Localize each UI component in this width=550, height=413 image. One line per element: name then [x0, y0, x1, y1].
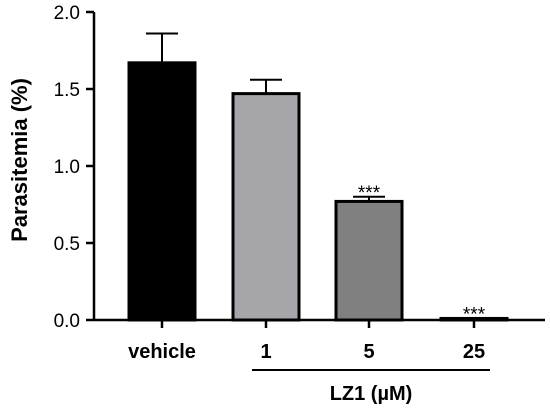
bar [334, 199, 404, 322]
y-tick-label: 1.0 [54, 157, 80, 178]
bar [231, 92, 301, 322]
x-tick-label: 5 [363, 341, 374, 363]
y-axis: 0.0 0.5 1.0 1.5 2.0 [54, 3, 96, 332]
significance-label: *** [358, 183, 381, 204]
y-tick-label: 0.5 [54, 234, 80, 255]
y-tick-label: 1.5 [54, 80, 80, 101]
x-tick-label: 25 [463, 341, 485, 363]
y-tick-label: 2.0 [54, 3, 80, 24]
group-label: LZ1 (µM) [330, 383, 413, 405]
bar [127, 61, 197, 322]
x-tick-label: vehicle [128, 341, 196, 363]
x-tick-label: 1 [260, 341, 271, 363]
y-tick-label: 0.0 [54, 311, 80, 332]
x-axis: vehicle 1 5 25 [94, 318, 545, 363]
bars: ****** [127, 32, 509, 325]
y-axis-label: Parasitemia (%) [7, 78, 32, 242]
